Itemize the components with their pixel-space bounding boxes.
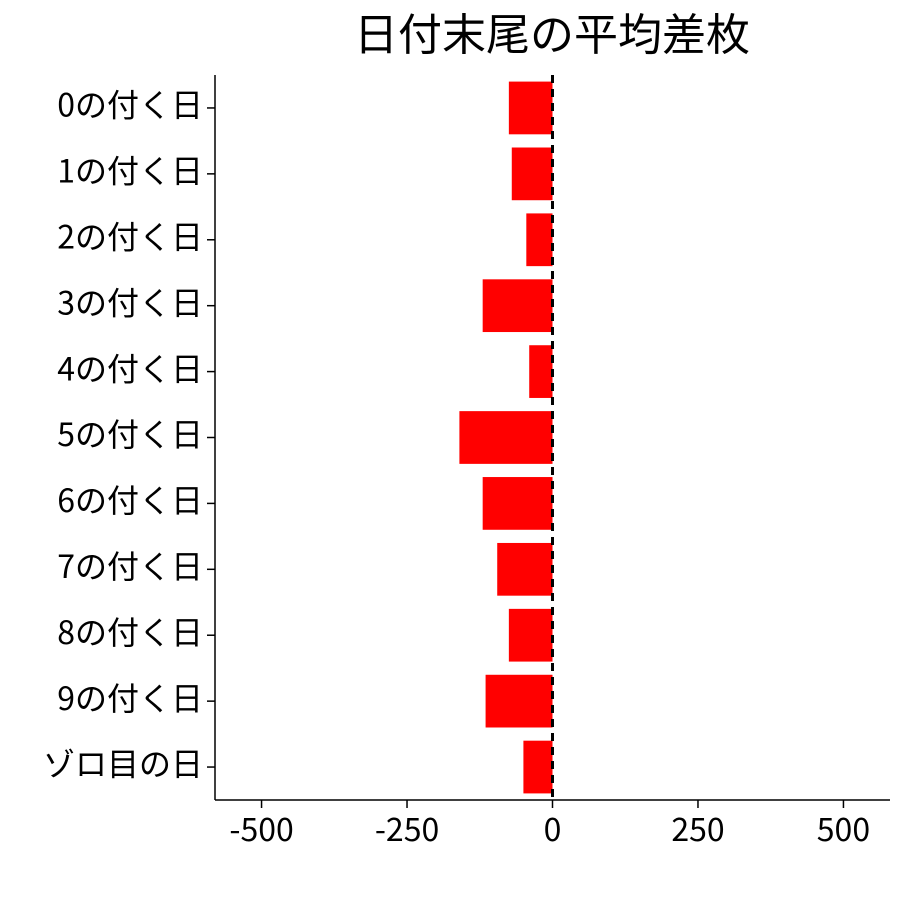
x-tick-label: 250 bbox=[671, 805, 724, 851]
chart-container: 日付末尾の平均差枚 0の付く日 1の付く日 2の付く日 3の付く日 4の付く日 5の付く日 6… bbox=[0, 0, 900, 900]
y-tick-label: 3の付く日 bbox=[57, 278, 203, 324]
y-tick-label: 8の付く日 bbox=[57, 608, 203, 654]
x-tick-label: -250 bbox=[375, 805, 439, 851]
bar bbox=[459, 411, 552, 464]
x-tick-label: 500 bbox=[817, 805, 870, 851]
bar bbox=[523, 741, 552, 794]
y-tick-label: 0の付く日 bbox=[57, 81, 203, 127]
x-tick-label: -500 bbox=[229, 805, 293, 851]
bar bbox=[526, 213, 552, 266]
y-tick-label: 1の付く日 bbox=[57, 147, 203, 193]
y-tick-label: 9の付く日 bbox=[57, 674, 203, 720]
bar bbox=[509, 609, 553, 662]
bar bbox=[486, 675, 553, 728]
bar bbox=[512, 148, 553, 201]
y-tick-label: ゾロ目の日 bbox=[43, 740, 203, 786]
y-tick-label: 2の付く日 bbox=[57, 212, 203, 258]
chart-title: 日付末尾の平均差枚 bbox=[354, 0, 750, 63]
y-tick-label: 4の付く日 bbox=[57, 344, 203, 390]
bar bbox=[483, 279, 553, 332]
bar bbox=[497, 543, 552, 596]
y-tick-label: 6の付く日 bbox=[57, 476, 203, 522]
chart-svg: 日付末尾の平均差枚 0の付く日 1の付く日 2の付く日 3の付く日 4の付く日 5の付く日 6… bbox=[0, 0, 900, 900]
y-tick-label: 5の付く日 bbox=[57, 410, 203, 456]
y-tick-label: 7の付く日 bbox=[57, 542, 203, 588]
bar bbox=[509, 82, 553, 135]
x-tick-label: 0 bbox=[544, 805, 562, 851]
bar bbox=[483, 477, 553, 530]
bar bbox=[529, 345, 552, 398]
